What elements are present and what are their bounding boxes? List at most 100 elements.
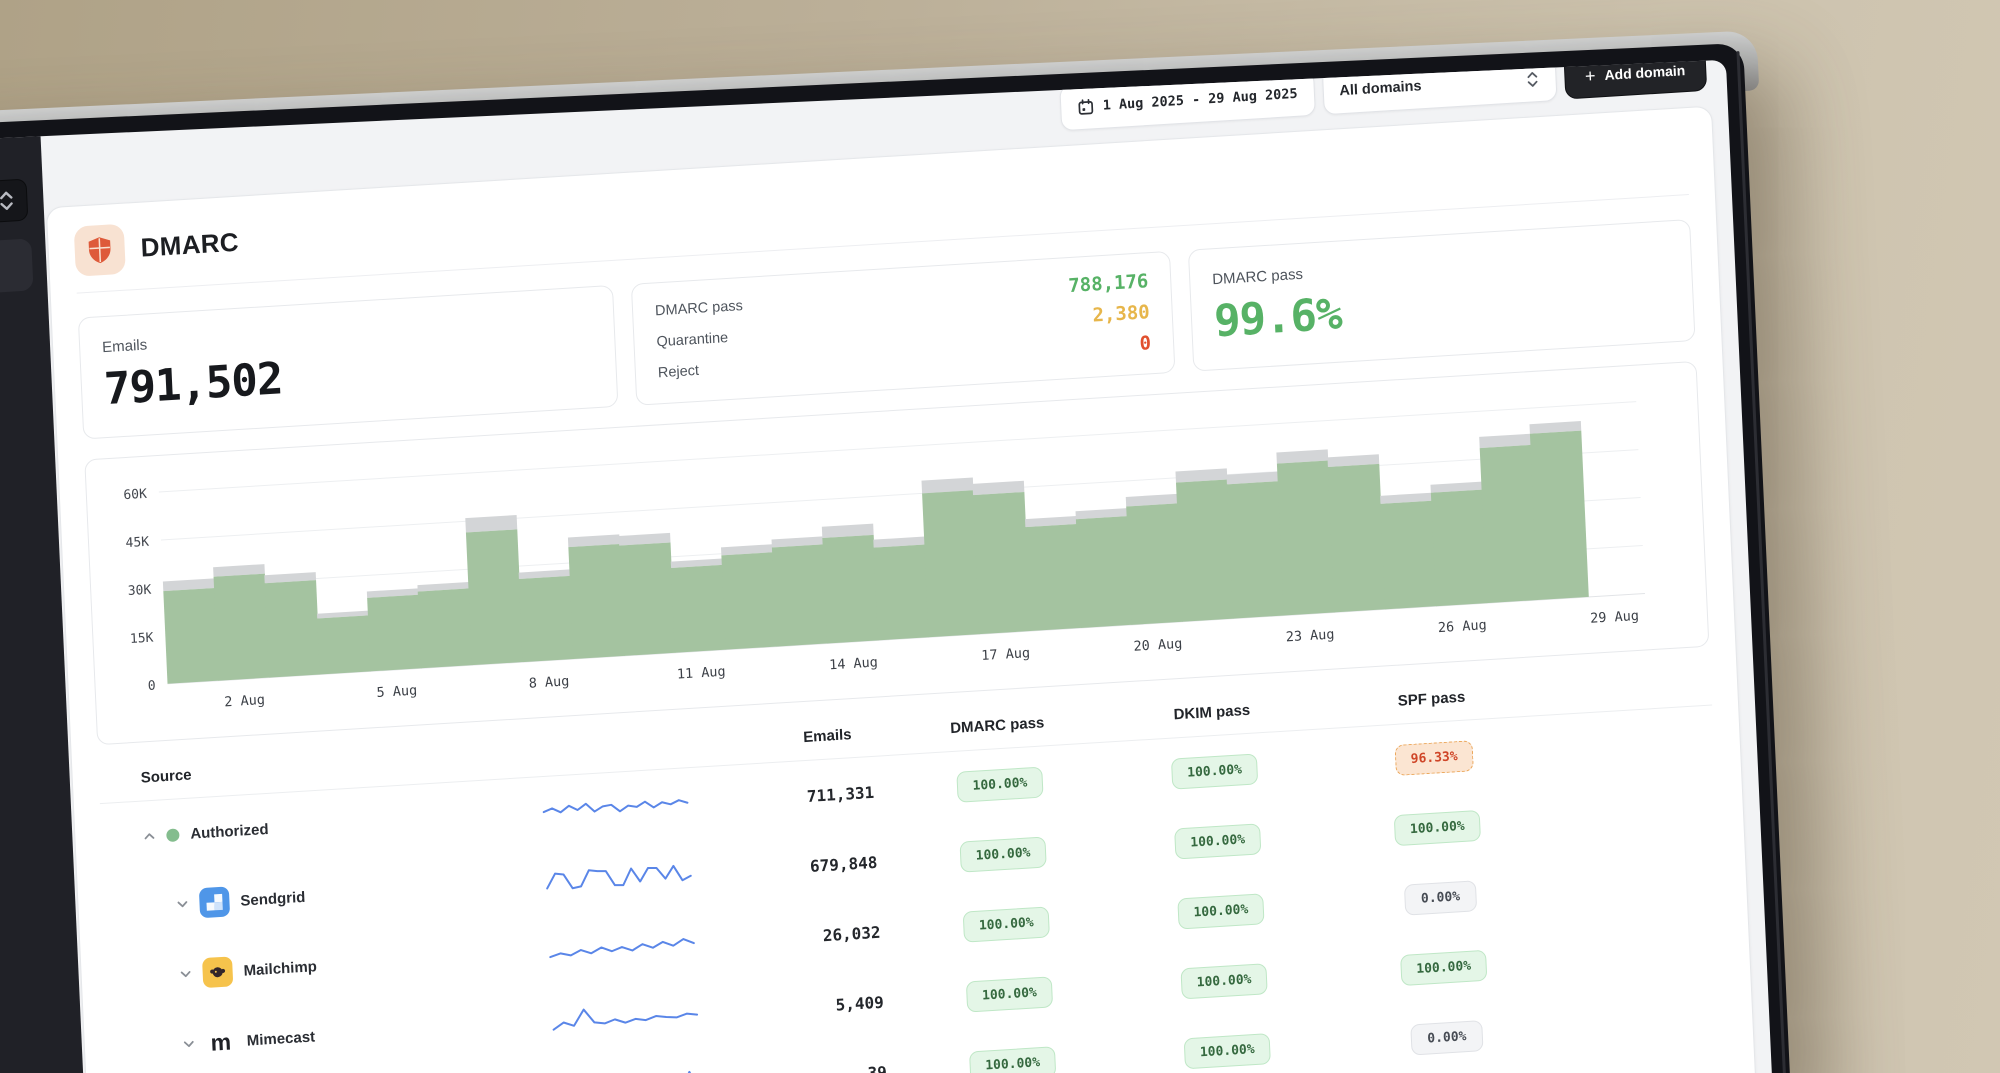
dmarc-pass-cell: 100.00% [879,761,1120,807]
source-cell[interactable]: Authorized [101,804,541,848]
bar-segment-pass[interactable] [1276,460,1336,616]
sparkline [552,1008,699,1031]
bar-segment-pass[interactable] [1380,500,1437,610]
bar-segment-other[interactable] [618,532,671,546]
bar-segment-pass[interactable] [1327,463,1386,613]
bar-segment-pass[interactable] [973,491,1031,635]
chevron-up-icon[interactable] [143,830,156,843]
pass-rate-badge: 100.00% [1393,809,1482,846]
table-row-authorized[interactable]: Authorized 711,331 100.00% 100.00% 96.33% [100,706,1715,875]
bar-segment-pass[interactable] [367,594,422,672]
bar-segment-other[interactable] [721,544,773,556]
pass-rate-badge: 0.00% [1410,1019,1484,1055]
bar-segment-other[interactable] [264,572,317,584]
bar-segment-pass[interactable] [163,587,219,684]
source-cell[interactable]: Sendgrid [104,867,545,924]
bar-segment-other[interactable] [1226,471,1279,485]
bar-segment-other[interactable] [366,588,419,598]
spf-pass-cell: 100.00% [1318,944,1569,990]
bar-segment-other[interactable] [1430,481,1483,493]
bar-segment-other[interactable] [873,536,925,548]
add-domain-button[interactable]: + Add domain [1563,59,1708,100]
source-cell[interactable]: m Mimecast [110,1007,551,1064]
date-range-picker[interactable]: 1 Aug 2025 - 29 Aug 2025 [1058,69,1316,132]
sparkline [555,1070,702,1073]
bar-segment-pass[interactable] [465,529,524,666]
chevron-down-icon[interactable] [176,898,189,911]
bar-segment-pass[interactable] [1226,481,1285,619]
chevron-down-icon[interactable] [179,968,192,981]
bar-segment-other[interactable] [1075,508,1128,520]
bar-segment-other[interactable] [1125,493,1178,507]
bar-segment-pass[interactable] [1025,524,1082,632]
x-axis-tick: 20 Aug [1133,636,1182,655]
bar-segment-pass[interactable] [1075,516,1133,628]
x-axis-tick: 26 Aug [1438,617,1487,636]
pass-rate-badge: 100.00% [1170,752,1259,790]
bar-segment-pass[interactable] [771,544,828,647]
bar-segment-other[interactable] [670,558,723,569]
column-header-dmarc[interactable]: DMARC pass [949,713,1045,737]
bar-segment-other[interactable] [771,536,824,548]
domain-select[interactable]: All domains [1321,59,1558,116]
bar-segment-pass[interactable] [922,490,980,638]
bar-segment-pass[interactable] [1175,479,1234,622]
authorized-dot-icon [166,827,180,842]
bar-segment-pass[interactable] [417,588,473,669]
bar-segment-pass[interactable] [568,543,625,659]
bar-segment-pass[interactable] [518,575,575,663]
breakdown-label: Quarantine [656,329,729,350]
email-volume-chart: 0 15K 30K 45K 60K 2 Aug 5 Aug 8 Aug 11 Aug 14 Aug… [84,360,1710,746]
emails-cell: 679,848 [809,852,878,876]
bar-segment-other[interactable] [465,514,518,533]
column-header-spf[interactable]: SPF pass [1397,688,1466,710]
bar-segment-other[interactable] [417,582,470,592]
bar-segment-pass[interactable] [822,534,879,644]
source-cell[interactable]: Mailchimp [107,937,548,994]
bar-segment-pass[interactable] [1430,489,1488,607]
bar-segment-pass[interactable] [1126,503,1183,625]
bar-segment-other[interactable] [921,477,974,494]
table-row-mailchimp[interactable]: Mailchimp 26,032 100.00% 100.00% 0.00% [106,845,1721,1014]
bar-segment-other[interactable] [162,578,215,592]
bar-segment-pass[interactable] [317,615,372,675]
sparkline-cell [540,784,731,830]
bar-segment-other[interactable] [1380,492,1432,504]
chevron-down-icon[interactable] [183,1038,196,1051]
shield-icon [88,237,111,264]
bar-segment-pass[interactable] [1479,444,1539,604]
bar-segment-pass[interactable] [1529,430,1589,601]
bar-segment-other[interactable] [1529,421,1582,434]
table-row-mimecast[interactable]: m Mimecast 5,409 100.00% 100.00% 100.00% [109,915,1724,1073]
bar-segment-other[interactable] [972,480,1025,496]
bar-segment-other[interactable] [1175,468,1228,483]
bar-segment-other[interactable] [821,523,874,538]
source-label: Mimecast [246,1027,316,1050]
bar-segment-other[interactable] [1479,433,1532,449]
bar-segment-pass[interactable] [213,573,270,681]
mailchimp-icon [202,956,234,989]
column-header-dkim[interactable]: DKIM pass [1173,701,1251,723]
sidebar-item[interactable] [0,238,34,300]
x-axis-tick: 29 Aug [1590,608,1639,627]
table-row-sendgrid[interactable]: Sendgrid 679,848 100.00% 100.00% 100.00% [103,775,1718,944]
bar-segment-pass[interactable] [671,564,727,653]
bar-segment-pass[interactable] [264,580,321,678]
pass-rate-badge: 100.00% [1183,1032,1272,1069]
bar-segment-other[interactable] [567,534,620,548]
bar-segment-other[interactable] [316,610,369,619]
column-header-emails[interactable]: Emails [802,725,852,746]
emails-cell: 5,409 [835,992,885,1015]
bar-segment-other[interactable] [213,564,265,577]
bar-segment-pass[interactable] [721,552,777,650]
bar-segment-other[interactable] [1276,449,1329,464]
workspace-switcher[interactable] [0,178,29,224]
pass-rate-card: DMARC pass 99.6% [1187,219,1696,372]
bar-segment-other[interactable] [1025,516,1077,528]
bar-segment-pass[interactable] [619,542,676,656]
sparkline-cell [549,993,740,1039]
bar-segment-pass[interactable] [873,544,930,641]
bar-segment-other[interactable] [1327,454,1380,467]
bar-segment-other[interactable] [518,569,571,579]
